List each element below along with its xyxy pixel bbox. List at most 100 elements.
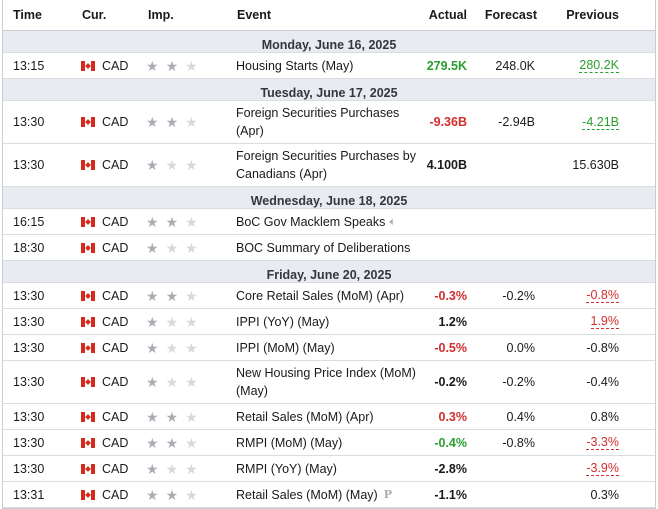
canada-flag-icon [81,242,95,253]
currency-label: CAD [102,314,129,329]
canada-flag-icon [81,216,95,227]
event-cell[interactable]: BOC Summary of Deliberations [236,235,416,260]
currency-cell: CAD [81,309,141,334]
table-row[interactable]: 13:15 CAD ★ ★ ★ Housing Starts (May) 279.5K 248… [3,53,655,79]
star-filled-icon: ★ [146,460,159,477]
header-importance[interactable]: Imp. [148,8,174,22]
table-row[interactable]: 13:30 CAD ★ ★ ★ IPPI (MoM) (May) -0.5% 0.0% -0.8… [3,335,655,361]
currency-label: CAD [102,340,129,355]
forecast-value: 0.4% [506,409,536,424]
time-cell: 13:30 [13,340,45,355]
previous-cell: 1.9% [551,309,619,334]
event-cell[interactable]: New Housing Price Index (MoM) (May) [236,361,416,403]
star-filled-icon: ★ [146,239,159,256]
time-cell: 13:15 [13,58,45,73]
previous-value: -3.9% [586,461,619,476]
event-name-link[interactable]: Housing Starts (May) [236,58,354,73]
preliminary-icon: P [383,487,392,501]
table-row[interactable]: 13:30 CAD ★ ★ ★ Retail Sales (MoM) (Apr) 0.3% 0… [3,404,655,430]
star-filled-icon: ★ [146,57,159,74]
event-name-link[interactable]: BOC Summary of Deliberations [236,240,411,255]
header-forecast[interactable]: Forecast [484,8,537,22]
actual-value: 0.3% [438,409,468,424]
star-empty-icon: ★ [185,57,198,74]
actual-value: -0.5% [434,340,467,355]
currency-label: CAD [102,58,129,73]
table-row[interactable]: 13:30 CAD ★ ★ ★ New Housing Price Index (MoM)… [3,361,655,404]
table-row[interactable]: 13:30 CAD ★ ★ ★ RMPI (YoY) (May) -2.8% -3.9% [3,456,655,482]
previous-value: 0.3% [590,487,620,502]
event-cell[interactable]: Retail Sales (MoM) (May) P [236,482,416,507]
star-filled-icon: ★ [146,157,159,173]
currency-cell: CAD [81,361,141,403]
header-actual[interactable]: Actual [428,8,467,22]
table-row[interactable]: 13:30 CAD ★ ★ ★ Core Retail Sales (MoM) (Apr)… [3,283,655,309]
star-filled-icon: ★ [146,114,159,130]
previous-value: 0.8% [590,409,620,424]
event-name-link[interactable]: BoC Gov Macklem Speaks [236,214,386,229]
canada-flag-icon [81,377,95,387]
event-cell[interactable]: BoC Gov Macklem Speaks 🔈︎ [236,209,416,234]
event-name-link[interactable]: Foreign Securities Purchases by Canadian… [236,149,416,181]
table-row[interactable]: 16:15 CAD ★ ★ ★ BoC Gov Macklem Speaks 🔈︎ [3,209,655,235]
event-cell[interactable]: Core Retail Sales (MoM) (Apr) [236,283,416,308]
event-name-link[interactable]: Foreign Securities Purchases (Apr) [236,106,400,138]
event-name-link[interactable]: IPPI (MoM) (May) [236,340,335,355]
forecast-value [471,482,535,507]
event-name-link[interactable]: Core Retail Sales (MoM) (Apr) [236,288,405,303]
star-empty-icon: ★ [165,339,179,356]
actual-value: -9.36B [429,115,467,129]
star-filled-icon: ★ [165,213,179,230]
table-row[interactable]: 18:30 CAD ★ ★ ★ BOC Summary of Deliberations [3,235,655,261]
event-name-link[interactable]: IPPI (YoY) (May) [236,314,330,329]
canada-flag-icon [81,290,95,301]
canada-flag-icon [81,60,95,71]
header-event[interactable]: Event [237,8,272,22]
event-cell[interactable]: Retail Sales (MoM) (Apr) [236,404,416,429]
event-name-link[interactable]: RMPI (MoM) (May) [236,435,343,450]
currency-label: CAD [102,375,129,389]
importance-stars: ★ ★ ★ [146,430,226,455]
event-cell[interactable]: RMPI (MoM) (May) [236,430,416,455]
previous-cell: -0.4% [551,361,619,403]
actual-value: -1.1% [434,487,467,502]
header-time[interactable]: Time [13,8,42,22]
table-row[interactable]: 13:31 CAD ★ ★ ★ Retail Sales (MoM) (May) P -1.1… [3,482,655,508]
event-cell[interactable]: Housing Starts (May) [236,53,416,78]
star-filled-icon: ★ [146,313,159,330]
event-cell[interactable]: IPPI (MoM) (May) [236,335,416,360]
previous-cell: -0.8% [551,335,619,360]
star-empty-icon: ★ [165,157,179,173]
header-previous[interactable]: Previous [566,8,619,22]
event-cell[interactable]: RMPI (YoY) (May) [236,456,416,481]
table-row[interactable]: 13:30 CAD ★ ★ ★ IPPI (YoY) (May) 1.2% 1.9% [3,309,655,335]
table-row[interactable]: 13:30 CAD ★ ★ ★ RMPI (MoM) (May) -0.4% -0.8% -3.… [3,430,655,456]
forecast-value: -0.2% [502,288,535,303]
star-empty-icon: ★ [165,239,179,256]
currency-cell: CAD [81,456,141,481]
event-name-link[interactable]: RMPI (YoY) (May) [236,461,337,476]
importance-stars: ★ ★ ★ [146,456,226,481]
star-empty-icon: ★ [185,486,198,503]
importance-stars: ★ ★ ★ [146,335,226,360]
forecast-value [471,209,535,234]
currency-label: CAD [102,115,129,129]
event-cell[interactable]: Foreign Securities Purchases (Apr) [236,101,416,143]
star-empty-icon: ★ [185,213,198,230]
event-cell[interactable]: Foreign Securities Purchases by Canadian… [236,144,416,186]
event-name-link[interactable]: Retail Sales (MoM) (Apr) [236,409,374,424]
table-row[interactable]: 13:30 CAD ★ ★ ★ Foreign Securities Purchases … [3,101,655,144]
table-row[interactable]: 13:30 CAD ★ ★ ★ Foreign Securities Purchases … [3,144,655,187]
currency-cell: CAD [81,335,141,360]
event-cell[interactable]: IPPI (YoY) (May) [236,309,416,334]
header-currency[interactable]: Cur. [82,8,107,22]
star-empty-icon: ★ [165,313,179,330]
star-empty-icon: ★ [185,374,198,390]
currency-cell: CAD [81,144,141,186]
actual-value: 279.5K [426,58,467,73]
event-name-link[interactable]: New Housing Price Index (MoM) (May) [236,366,416,398]
event-name-link[interactable]: Retail Sales (MoM) (May) [236,487,378,502]
forecast-value: -0.2% [502,375,535,389]
currency-cell: CAD [81,482,141,507]
